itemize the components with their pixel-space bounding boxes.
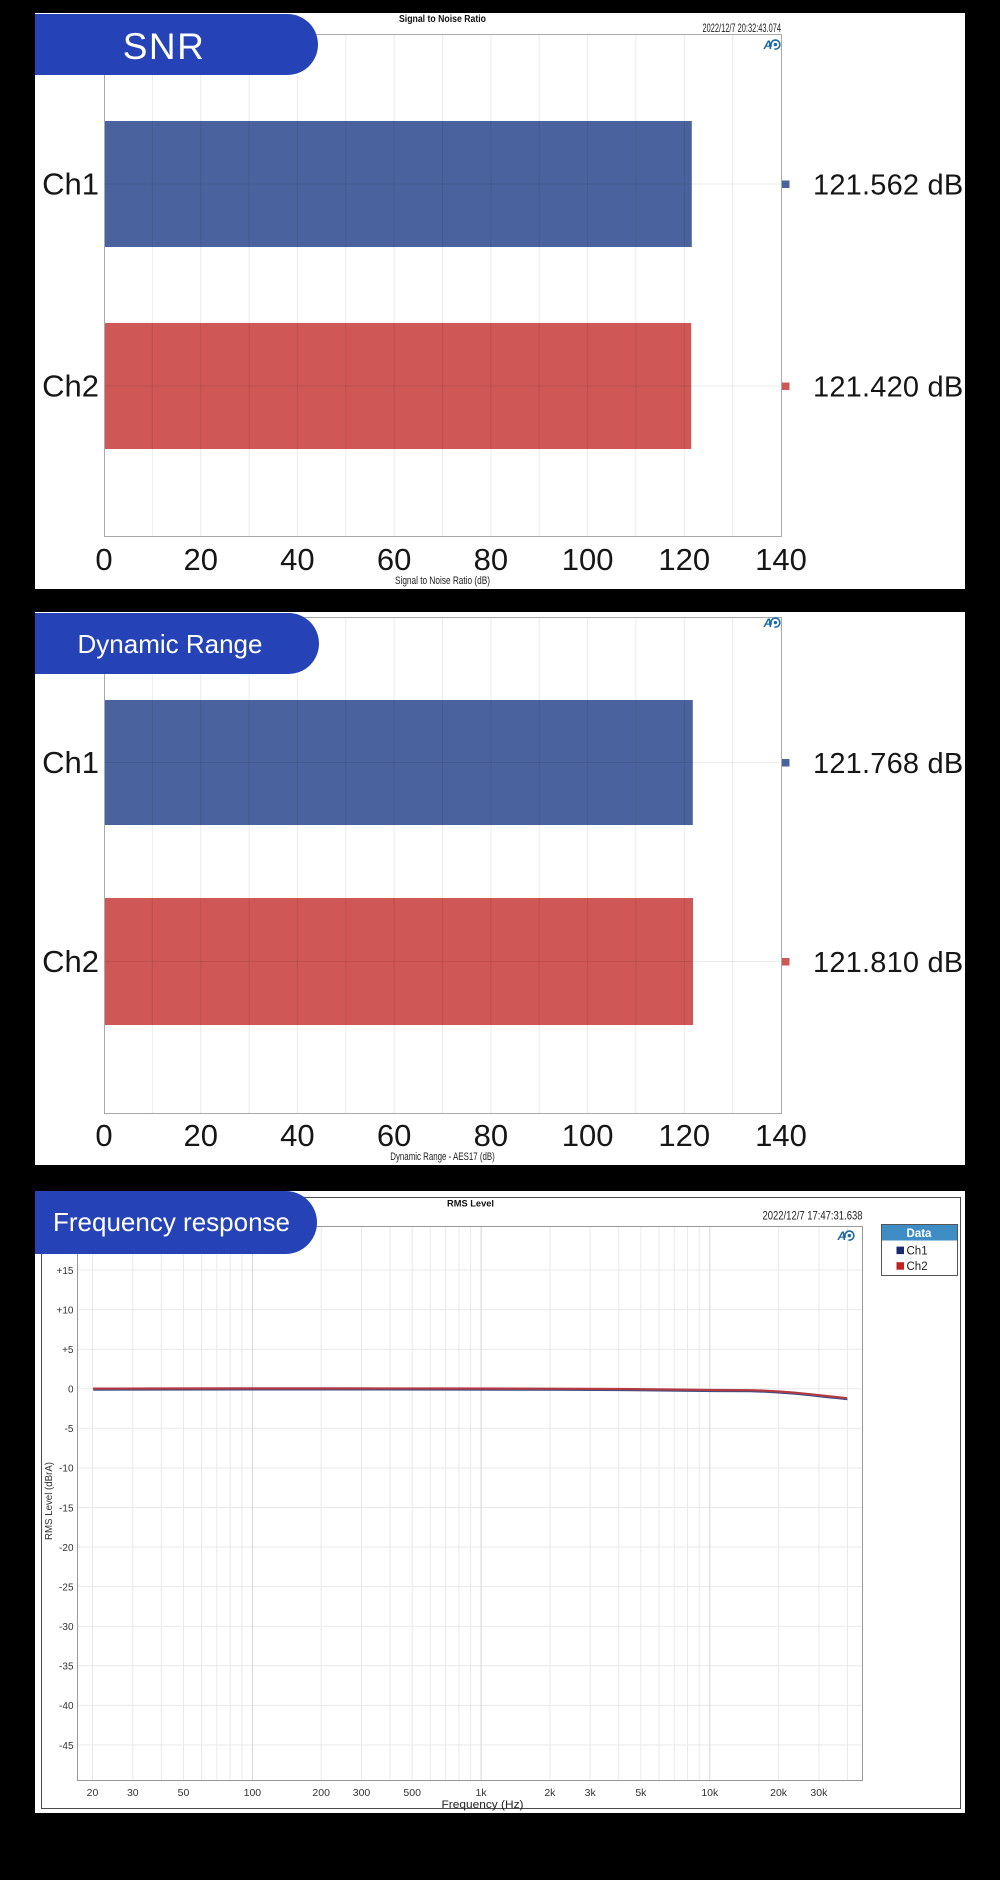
svg-text:80: 80 <box>474 1118 508 1153</box>
svg-text:30k: 30k <box>810 1787 828 1799</box>
svg-text:-5: -5 <box>65 1424 74 1435</box>
svg-text:5k: 5k <box>635 1787 647 1799</box>
svg-text:-15: -15 <box>59 1503 74 1514</box>
svg-text:20: 20 <box>183 1118 217 1153</box>
svg-text:-25: -25 <box>59 1582 74 1593</box>
svg-text:2022/12/7 20:32:43.074: 2022/12/7 20:32:43.074 <box>703 21 782 35</box>
svg-text:3k: 3k <box>585 1787 597 1799</box>
svg-text:50: 50 <box>178 1787 190 1799</box>
svg-text:60: 60 <box>377 1118 411 1153</box>
svg-text:121.768 dB: 121.768 dB <box>813 748 963 780</box>
svg-text:Data: Data <box>907 1228 933 1240</box>
svg-text:300: 300 <box>353 1787 371 1799</box>
svg-text:-35: -35 <box>59 1662 74 1673</box>
svg-text:100: 100 <box>244 1787 262 1799</box>
svg-text:20: 20 <box>87 1787 99 1799</box>
svg-text:20: 20 <box>183 542 217 577</box>
svg-text:-30: -30 <box>59 1622 74 1633</box>
svg-text:120: 120 <box>658 542 710 577</box>
svg-text:121.810 dB: 121.810 dB <box>813 947 963 979</box>
svg-text:30: 30 <box>127 1787 139 1799</box>
svg-text:RMS Level (dBrA): RMS Level (dBrA) <box>44 1462 55 1540</box>
svg-text:Ch1: Ch1 <box>42 745 99 780</box>
svg-text:40: 40 <box>280 1118 314 1153</box>
svg-text:0: 0 <box>68 1385 74 1396</box>
svg-text:100: 100 <box>562 542 614 577</box>
svg-text:140: 140 <box>755 542 807 577</box>
svg-text:1k: 1k <box>476 1787 488 1799</box>
svg-text:Frequency (Hz): Frequency (Hz) <box>442 1799 524 1811</box>
svg-text:A: A <box>763 38 773 52</box>
svg-text:Signal to Noise Ratio: Signal to Noise Ratio <box>399 14 486 25</box>
svg-text:0: 0 <box>95 1118 112 1153</box>
svg-text:RMS Level: RMS Level <box>447 1199 494 1210</box>
svg-text:+15: +15 <box>57 1266 74 1277</box>
svg-text:200: 200 <box>312 1787 330 1799</box>
svg-text:2k: 2k <box>544 1787 556 1799</box>
svg-text:121.562 dB: 121.562 dB <box>813 170 963 202</box>
svg-text:60: 60 <box>377 542 411 577</box>
svg-text:121.420 dB: 121.420 dB <box>813 372 963 404</box>
svg-text:120: 120 <box>658 1118 710 1153</box>
svg-text:Ch2: Ch2 <box>42 369 99 404</box>
svg-text:100: 100 <box>562 1118 614 1153</box>
svg-text:-40: -40 <box>59 1701 74 1712</box>
svg-text:Ch2: Ch2 <box>42 944 99 979</box>
svg-text:-45: -45 <box>59 1741 74 1752</box>
svg-text:+10: +10 <box>57 1305 74 1316</box>
svg-text:A: A <box>837 1229 847 1243</box>
svg-text:-20: -20 <box>59 1543 74 1554</box>
svg-text:40: 40 <box>280 542 314 577</box>
svg-text:2022/12/7 17:47:31.638: 2022/12/7 17:47:31.638 <box>763 1209 863 1223</box>
svg-text:80: 80 <box>474 542 508 577</box>
svg-text:0: 0 <box>95 542 112 577</box>
svg-text:A: A <box>763 616 773 630</box>
svg-text:+5: +5 <box>62 1345 74 1356</box>
svg-text:10k: 10k <box>701 1787 719 1799</box>
svg-text:Ch1: Ch1 <box>42 167 99 202</box>
svg-text:500: 500 <box>403 1787 421 1799</box>
svg-text:Signal to Noise Ratio (dB): Signal to Noise Ratio (dB) <box>395 575 490 587</box>
svg-text:140: 140 <box>755 1118 807 1153</box>
svg-text:Dynamic Range - AES17 (dB): Dynamic Range - AES17 (dB) <box>390 1151 495 1163</box>
svg-text:Ch2: Ch2 <box>907 1261 928 1273</box>
svg-text:Ch1: Ch1 <box>907 1246 928 1258</box>
svg-text:20k: 20k <box>770 1787 788 1799</box>
svg-text:-10: -10 <box>59 1464 74 1475</box>
